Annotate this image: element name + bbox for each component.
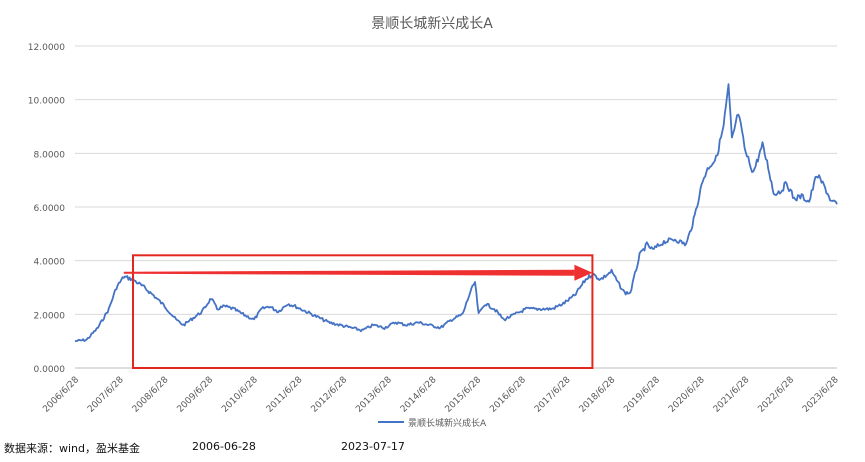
- x-tick-label: 2007/6/28: [86, 375, 126, 415]
- x-tick-label: 2008/6/28: [131, 375, 171, 415]
- y-tick-label: 12.0000: [28, 43, 65, 53]
- y-tick-label: 8.0000: [34, 150, 66, 160]
- arrow-head: [574, 264, 593, 281]
- footer-start-date: 2006-06-28: [192, 440, 256, 453]
- y-tick-label: 6.0000: [34, 204, 66, 214]
- x-tick-label: 2016/6/28: [488, 375, 528, 415]
- x-tick-label: 2020/6/28: [667, 375, 707, 415]
- x-tick-label: 2011/6/28: [265, 375, 305, 415]
- footer-source: 数据来源：wind，盈米基金: [4, 442, 141, 455]
- y-tick-label: 4.0000: [34, 258, 66, 268]
- arrow-shaft: [123, 269, 575, 276]
- x-tick-label: 2023/6/28: [801, 375, 841, 415]
- highlight-box: [131, 254, 594, 369]
- footer-end-date: 2023-07-17: [341, 440, 405, 453]
- x-axis-ticks: 2006/6/28 2007/6/28 2008/6/28 2009/6/28 2010…: [41, 375, 841, 415]
- annotation-layer: [123, 254, 594, 369]
- x-tick-label: 2014/6/28: [399, 375, 439, 415]
- x-tick-label: 2017/6/28: [533, 375, 573, 415]
- chart-title: 景顺长城新兴成长A: [371, 16, 493, 32]
- x-tick-label: 2013/6/28: [354, 375, 394, 415]
- series-layer: [74, 83, 838, 343]
- x-tick-label: 2021/6/28: [712, 375, 752, 415]
- x-tick-label: 2010/6/28: [220, 375, 260, 415]
- x-tick-label: 2006/6/28: [41, 375, 81, 415]
- legend: 景顺长城新兴成长A: [378, 417, 487, 429]
- legend-label: 景顺长城新兴成长A: [408, 417, 487, 429]
- y-axis-ticks: 0.0000 2.0000 4.0000 6.0000 8.0000 10.0000 12.…: [28, 43, 65, 375]
- y-tick-label: 0.0000: [34, 365, 66, 375]
- x-tick-label: 2022/6/28: [756, 375, 796, 415]
- x-tick-label: 2015/6/28: [444, 375, 484, 415]
- nav-line-chart: 0.0000 2.0000 4.0000 6.0000 8.0000 10.0000 12.…: [28, 16, 841, 429]
- y-tick-label: 2.0000: [34, 311, 66, 321]
- x-tick-label: 2009/6/28: [176, 375, 216, 415]
- grid-lines: [75, 45, 837, 369]
- x-tick-label: 2012/6/28: [310, 375, 350, 415]
- x-tick-label: 2018/6/28: [578, 375, 618, 415]
- series-line: [74, 83, 838, 343]
- x-tick-label: 2019/6/28: [622, 375, 662, 415]
- y-tick-label: 10.0000: [28, 97, 65, 107]
